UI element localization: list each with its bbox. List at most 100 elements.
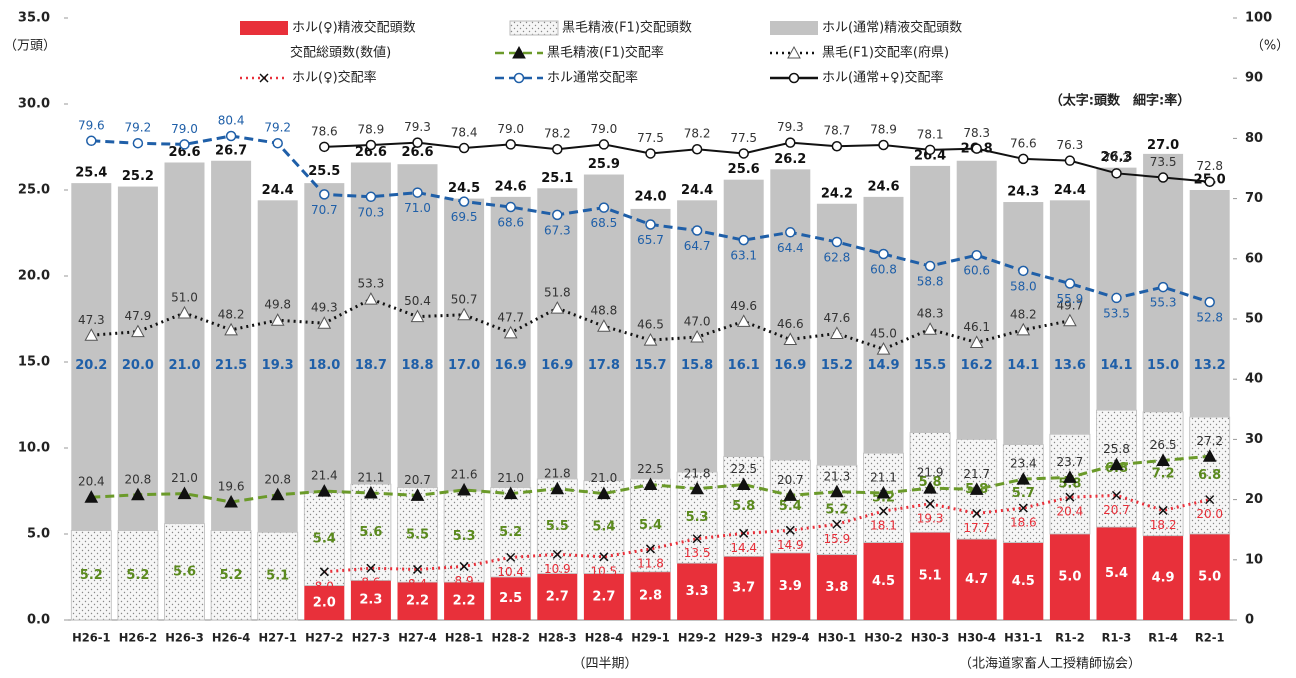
line-value-label: 20.8 [264,472,291,486]
line-marker [878,506,889,516]
line-value-label: 8.9 [455,574,474,588]
line-value-label: 79.2 [264,121,291,135]
line-marker [691,143,703,155]
bar-value-label: 2.0 [313,595,336,610]
line-value-label: 20.8 [125,472,152,486]
line-value-label: 45.0 [870,327,897,341]
line-marker [1109,457,1124,471]
bar-segment [490,196,531,488]
line-marker [131,487,145,501]
line-value-label: 48.8 [591,304,618,318]
x-tick-label: H31-1 [1004,631,1042,645]
line-marker [503,486,518,500]
x-tick-label: R1-3 [1102,631,1132,645]
line-value-label: 53.3 [358,277,385,291]
line-value-label: 21.1 [870,470,897,484]
line-marker [645,219,656,230]
line-value-label: 8.6 [361,576,380,590]
bar-segment [863,542,904,620]
line-marker [692,534,702,544]
bar-value-label: 18.8 [401,358,433,373]
bar-value-label: 2.7 [592,589,615,604]
bar-value-label: 17.8 [588,358,620,373]
bar-value-label: 5.2 [825,502,848,517]
line-value-label: 18.2 [1150,518,1177,532]
bar-segment [537,188,578,479]
bar-segment [956,160,997,440]
legend-swatch [770,21,818,35]
legend-marker [259,73,269,83]
bar-segment [1142,411,1184,537]
line-marker [132,137,144,149]
line-marker [598,202,610,213]
x-tick-label: H29-2 [678,631,716,645]
line-marker [552,143,563,155]
total-label: 26.6 [168,145,200,160]
legend-label: ホル通常交配率 [547,70,638,86]
line-marker [1111,292,1122,304]
line-value-label: 20.7 [1103,503,1130,517]
line-value-label: 18.1 [870,519,897,533]
line-marker [503,325,518,339]
bar-value-label: 5.2 [80,568,103,583]
line-marker [319,141,330,153]
legend-label: 黒毛精液(F1)交配頭数 [562,20,692,36]
line-marker [1064,278,1076,289]
y2-tick-label: 100 [1245,11,1272,26]
line-value-label: 20.7 [404,473,431,487]
x-tick-label: H26-4 [212,631,250,645]
line-value-label: 48.2 [1010,307,1037,321]
line-value-label: 21.9 [917,466,944,480]
y-tick-label: 30.0 [18,97,50,112]
bar-value-label: 2.2 [406,594,429,609]
legend-label: 交配総頭数(数値) [290,45,391,61]
bar-value-label: 15.8 [681,358,713,373]
bar-value-label: 6.8 [1198,468,1221,483]
bar-segment [444,198,485,491]
line-value-label: 46.6 [777,317,804,331]
bar-value-label: 15.0 [1147,358,1179,373]
y2-tick-label: 0 [1245,613,1254,628]
y-axis-label: （万頭） [4,39,56,54]
line-value-label: 47.7 [497,310,524,324]
line-marker [785,525,795,535]
total-label: 24.6 [867,179,899,194]
line-marker [785,137,796,148]
x-tick-label: H28-4 [585,631,623,645]
line-marker [925,499,935,509]
bar-segment [770,169,811,461]
legend-label: ホル(通常+♀)交配率 [822,70,944,86]
bar-value-label: 13.6 [1054,358,1086,373]
bar-segment [723,456,765,557]
total-label: 24.6 [495,179,527,194]
bar-value-label: 16.2 [961,358,993,373]
line-value-label: 78.3 [963,126,990,140]
line-value-label: 72.8 [1196,159,1223,173]
line-marker [225,130,237,142]
line-marker [690,330,704,343]
line-value-label: 70.7 [311,203,338,217]
total-label: 25.1 [541,171,573,186]
x-tick-label: H26-3 [165,631,203,645]
line-marker [1016,322,1031,336]
line-marker [317,484,332,497]
line-marker [179,139,190,150]
bar-value-label: 7.2 [1152,466,1175,481]
line-value-label: 79.0 [591,122,618,136]
bar-segment [71,183,112,531]
x-tick-label: H29-1 [631,631,669,645]
bar-value-label: 20.2 [75,358,107,373]
x-tick-label: R2-1 [1195,631,1225,645]
line-value-label: 78.9 [870,123,897,137]
line-value-label: 8.4 [408,577,427,591]
bar-segment [490,577,531,620]
bar-segment [816,464,858,556]
bar-segment [1189,416,1231,535]
line-marker [785,227,796,238]
bar-value-label: 5.7 [1012,486,1035,501]
line-marker [505,139,516,150]
line-value-label: 26.5 [1150,438,1177,452]
bar-segment [350,580,391,620]
line-marker [923,481,937,494]
